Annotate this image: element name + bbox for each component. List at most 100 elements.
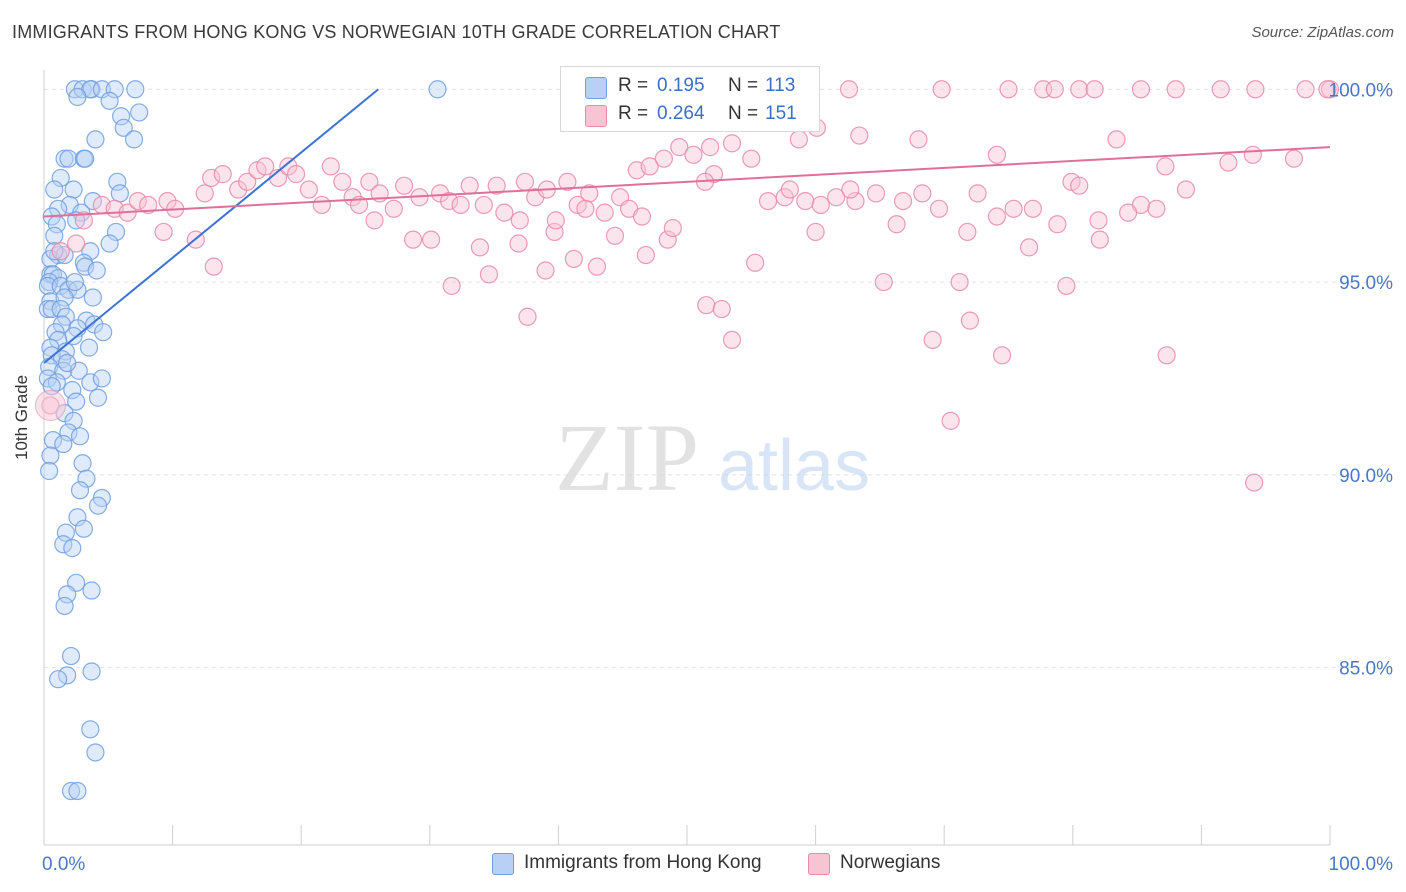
point-norwegians (195, 184, 214, 203)
point-hong-kong (130, 103, 149, 122)
point-hong-kong (92, 369, 111, 388)
point-norwegians (518, 307, 537, 326)
point-hong-kong (83, 191, 102, 211)
point-hong-kong (100, 234, 119, 253)
point-hong-kong (76, 257, 95, 276)
point-hong-kong (38, 276, 57, 296)
point-norwegians (1166, 80, 1185, 99)
point-hong-kong (61, 646, 81, 666)
point-hong-kong (68, 781, 87, 801)
point-norwegians (1246, 80, 1265, 99)
point-norwegians (238, 172, 257, 191)
point-hong-kong (56, 523, 75, 542)
point-norwegians (495, 203, 514, 222)
point-hong-kong (38, 299, 57, 319)
point-norwegians (546, 211, 565, 230)
point-norwegians (1118, 203, 1138, 222)
bottom-legend-label-norwegians: Norwegians (840, 852, 941, 873)
axes (43, 70, 1331, 846)
point-norwegians (1090, 230, 1109, 249)
point-norwegians (1048, 215, 1067, 234)
point-norwegians (796, 191, 815, 211)
point-hong-kong (83, 288, 102, 307)
trend-lines (43, 88, 1331, 364)
point-norwegians (213, 165, 232, 184)
point-hong-kong (63, 539, 82, 558)
point-norwegians (636, 245, 655, 265)
series-norwegians-points (34, 80, 1340, 492)
point-norwegians (139, 195, 158, 215)
point-norwegians (846, 191, 865, 211)
point-norwegians (722, 134, 742, 153)
point-norwegians (576, 199, 595, 218)
point-norwegians (701, 138, 720, 157)
point-norwegians (479, 265, 499, 284)
point-hong-kong (88, 496, 108, 515)
point-hong-kong (124, 130, 144, 149)
point-norwegians (960, 311, 980, 330)
bottom-legend-swatch-hong-kong (492, 853, 514, 875)
x-tick-label: 100.0% (1329, 854, 1394, 875)
point-norwegians (1107, 130, 1126, 149)
point-norwegians (564, 249, 583, 269)
point-norwegians (286, 165, 306, 184)
point-norwegians (365, 211, 384, 230)
point-hong-kong (58, 585, 77, 604)
point-norwegians (1211, 80, 1230, 99)
point-norwegians (1219, 153, 1238, 172)
point-hong-kong (70, 481, 90, 500)
point-norwegians (605, 226, 625, 245)
point-norwegians (421, 230, 441, 249)
point-hong-kong (114, 118, 133, 137)
point-norwegians (587, 257, 607, 276)
point-norwegians (595, 203, 614, 222)
point-norwegians (394, 176, 414, 195)
point-norwegians (789, 130, 808, 149)
legend-n-value: 151 (765, 103, 797, 124)
point-norwegians (780, 180, 799, 199)
point-hong-kong (65, 272, 84, 292)
point-hong-kong (45, 226, 64, 245)
legend-swatch-norwegians (585, 105, 607, 127)
point-norwegians (697, 296, 716, 315)
point-norwegians (536, 261, 555, 280)
point-norwegians (321, 157, 340, 176)
point-norwegians (811, 195, 830, 215)
point-norwegians (202, 168, 221, 188)
legend-row-norwegians: R = 0.264 N = 151 (561, 99, 819, 129)
point-hong-kong (112, 107, 131, 126)
point-hong-kong (79, 338, 99, 357)
point-hong-kong (51, 168, 70, 188)
point-norwegians (403, 230, 423, 249)
point-norwegians (909, 130, 928, 149)
point-hong-kong (41, 446, 60, 465)
point-hong-kong (55, 149, 74, 168)
point-norwegians (992, 346, 1012, 365)
point-hong-kong (55, 596, 74, 616)
point-hong-kong (45, 180, 64, 199)
point-hong-kong (49, 670, 68, 689)
point-hong-kong (61, 781, 81, 801)
point-hong-kong (55, 288, 74, 307)
point-norwegians (545, 222, 564, 242)
point-hong-kong (126, 80, 145, 99)
point-hong-kong (45, 242, 64, 261)
point-hong-kong (86, 130, 105, 149)
point-norwegians (913, 184, 932, 203)
point-norwegians (887, 215, 906, 234)
point-norwegians (360, 172, 379, 191)
point-norwegians (839, 80, 859, 99)
point-norwegians (515, 172, 535, 191)
point-norwegians (1019, 238, 1039, 257)
point-hong-kong (67, 211, 86, 230)
point-norwegians (1085, 80, 1104, 99)
point-norwegians (1004, 199, 1023, 218)
point-norwegians (1243, 145, 1262, 164)
point-norwegians (1057, 276, 1076, 296)
watermark: ZIP atlas (555, 404, 870, 511)
legend-swatch-hong-kong (585, 77, 607, 99)
point-norwegians (968, 184, 987, 203)
point-norwegians (1245, 473, 1264, 492)
point-norwegians (827, 188, 846, 207)
point-norwegians (1045, 80, 1064, 99)
